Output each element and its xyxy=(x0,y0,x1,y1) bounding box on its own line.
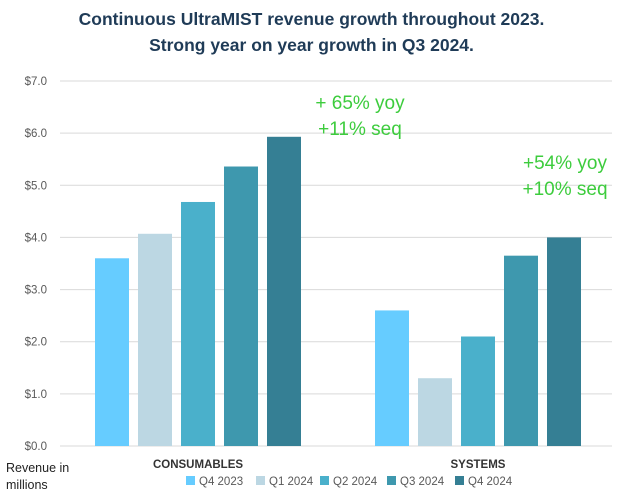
bar xyxy=(267,136,301,447)
bar xyxy=(461,336,495,446)
legend-swatch xyxy=(186,476,195,485)
consumables-seq-label: +11% seq xyxy=(318,119,402,140)
bar xyxy=(181,201,215,446)
x-category-label: SYSTEMS xyxy=(451,459,506,471)
x-category-label: CONSUMABLES xyxy=(153,459,243,471)
chart-title-line1: Continuous UltraMIST revenue growth thro… xyxy=(78,9,545,29)
y-axis-label: Revenue in millions xyxy=(6,460,69,494)
legend-label: Q3 2024 xyxy=(400,476,445,488)
y-tick-label: $0.0 xyxy=(25,441,47,453)
bar xyxy=(95,258,129,446)
legend-swatch xyxy=(455,476,464,485)
legend-swatch xyxy=(320,476,329,485)
bar xyxy=(547,237,581,446)
systems-yoy-label: +54% yoy xyxy=(523,153,607,174)
legend-label: Q4 2024 xyxy=(468,476,513,488)
bar xyxy=(138,233,172,446)
bar xyxy=(375,310,409,446)
y-tick-label: $4.0 xyxy=(25,232,47,244)
legend-swatch xyxy=(256,476,265,485)
legend-label: Q2 2024 xyxy=(333,476,378,488)
systems-seq-label: +10% seq xyxy=(522,179,608,200)
systems-growth-annotation: +54% yoy +10% seq xyxy=(506,151,623,203)
y-axis-label-line1: Revenue in xyxy=(6,461,70,475)
y-tick-label: $3.0 xyxy=(25,285,47,297)
bar xyxy=(418,378,452,446)
chart-title-line2: Strong year on year growth in Q3 2024. xyxy=(149,35,474,55)
legend-swatch xyxy=(387,476,396,485)
bar xyxy=(504,255,538,446)
legend-label: Q4 2023 xyxy=(199,476,243,488)
y-axis-label-line2: millions xyxy=(6,478,48,492)
y-tick-label: $1.0 xyxy=(25,389,47,401)
y-tick-label: $5.0 xyxy=(25,180,47,192)
bar xyxy=(224,166,258,446)
consumables-yoy-label: + 65% yoy xyxy=(315,93,405,114)
y-tick-label: $6.0 xyxy=(25,128,47,140)
y-tick-label: $7.0 xyxy=(25,76,47,88)
y-tick-label: $2.0 xyxy=(25,337,47,349)
chart-title: Continuous UltraMIST revenue growth thro… xyxy=(0,6,623,58)
legend-label: Q1 2024 xyxy=(269,476,314,488)
consumables-growth-annotation: + 65% yoy +11% seq xyxy=(300,91,420,143)
